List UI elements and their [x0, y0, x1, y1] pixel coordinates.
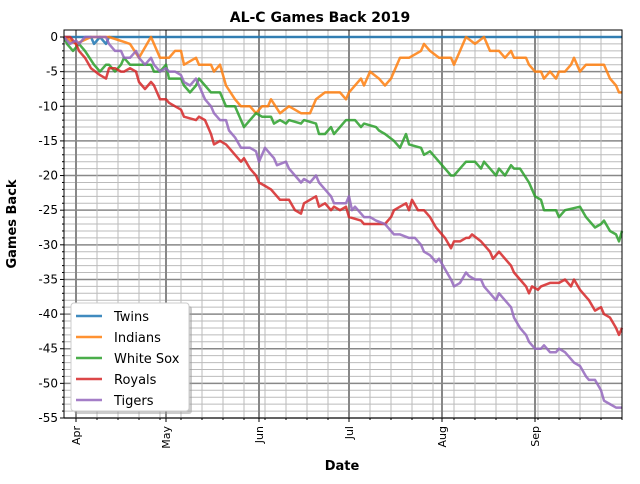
y-tick-label: -35	[38, 272, 58, 286]
y-tick-label: -50	[38, 376, 58, 390]
series-line-indians	[63, 35, 622, 115]
legend-box	[70, 302, 190, 412]
x-tick-label: Aug	[436, 426, 449, 447]
x-tick-label: Jul	[343, 426, 356, 440]
x-tick-label: May	[160, 426, 173, 449]
y-tick-label: 0	[50, 30, 58, 44]
legend-label: White Sox	[114, 352, 180, 367]
x-tick-label: Sep	[529, 426, 542, 447]
series-line-royals	[64, 35, 624, 337]
x-tick-label: Apr	[70, 426, 83, 446]
series-line-white-sox	[62, 36, 624, 243]
legend-label: Twins	[113, 310, 149, 325]
x-tick-label: Jun	[253, 426, 266, 444]
series-lines	[62, 35, 624, 409]
y-tick-label: -5	[46, 65, 58, 79]
y-tick-label: -55	[38, 411, 58, 425]
y-tick-label: -15	[38, 134, 58, 148]
y-tick-label: -20	[38, 169, 58, 183]
legend-label: Tigers	[113, 394, 154, 409]
series-line-tigers	[63, 35, 622, 409]
y-axis: 0 -5 -10 -15 -20 -25 -30 -35 -40 -45 -50 -55	[38, 30, 64, 425]
x-axis-label: Date	[325, 459, 360, 474]
legend-label: Indians	[114, 331, 161, 346]
legend-label: Royals	[114, 373, 157, 388]
y-axis-label: Games Back	[5, 179, 20, 268]
chart-title: AL-C Games Back 2019	[230, 10, 411, 26]
y-tick-label: -30	[38, 238, 58, 252]
y-tick-label: -40	[38, 307, 58, 321]
y-tick-label: -45	[38, 342, 58, 356]
x-axis: Apr May Jun Jul Aug Sep	[70, 418, 623, 449]
y-tick-label: -10	[38, 99, 58, 113]
y-tick-label: -25	[38, 203, 58, 217]
legend: Twins Indians White Sox Royals Tigers	[70, 302, 192, 414]
